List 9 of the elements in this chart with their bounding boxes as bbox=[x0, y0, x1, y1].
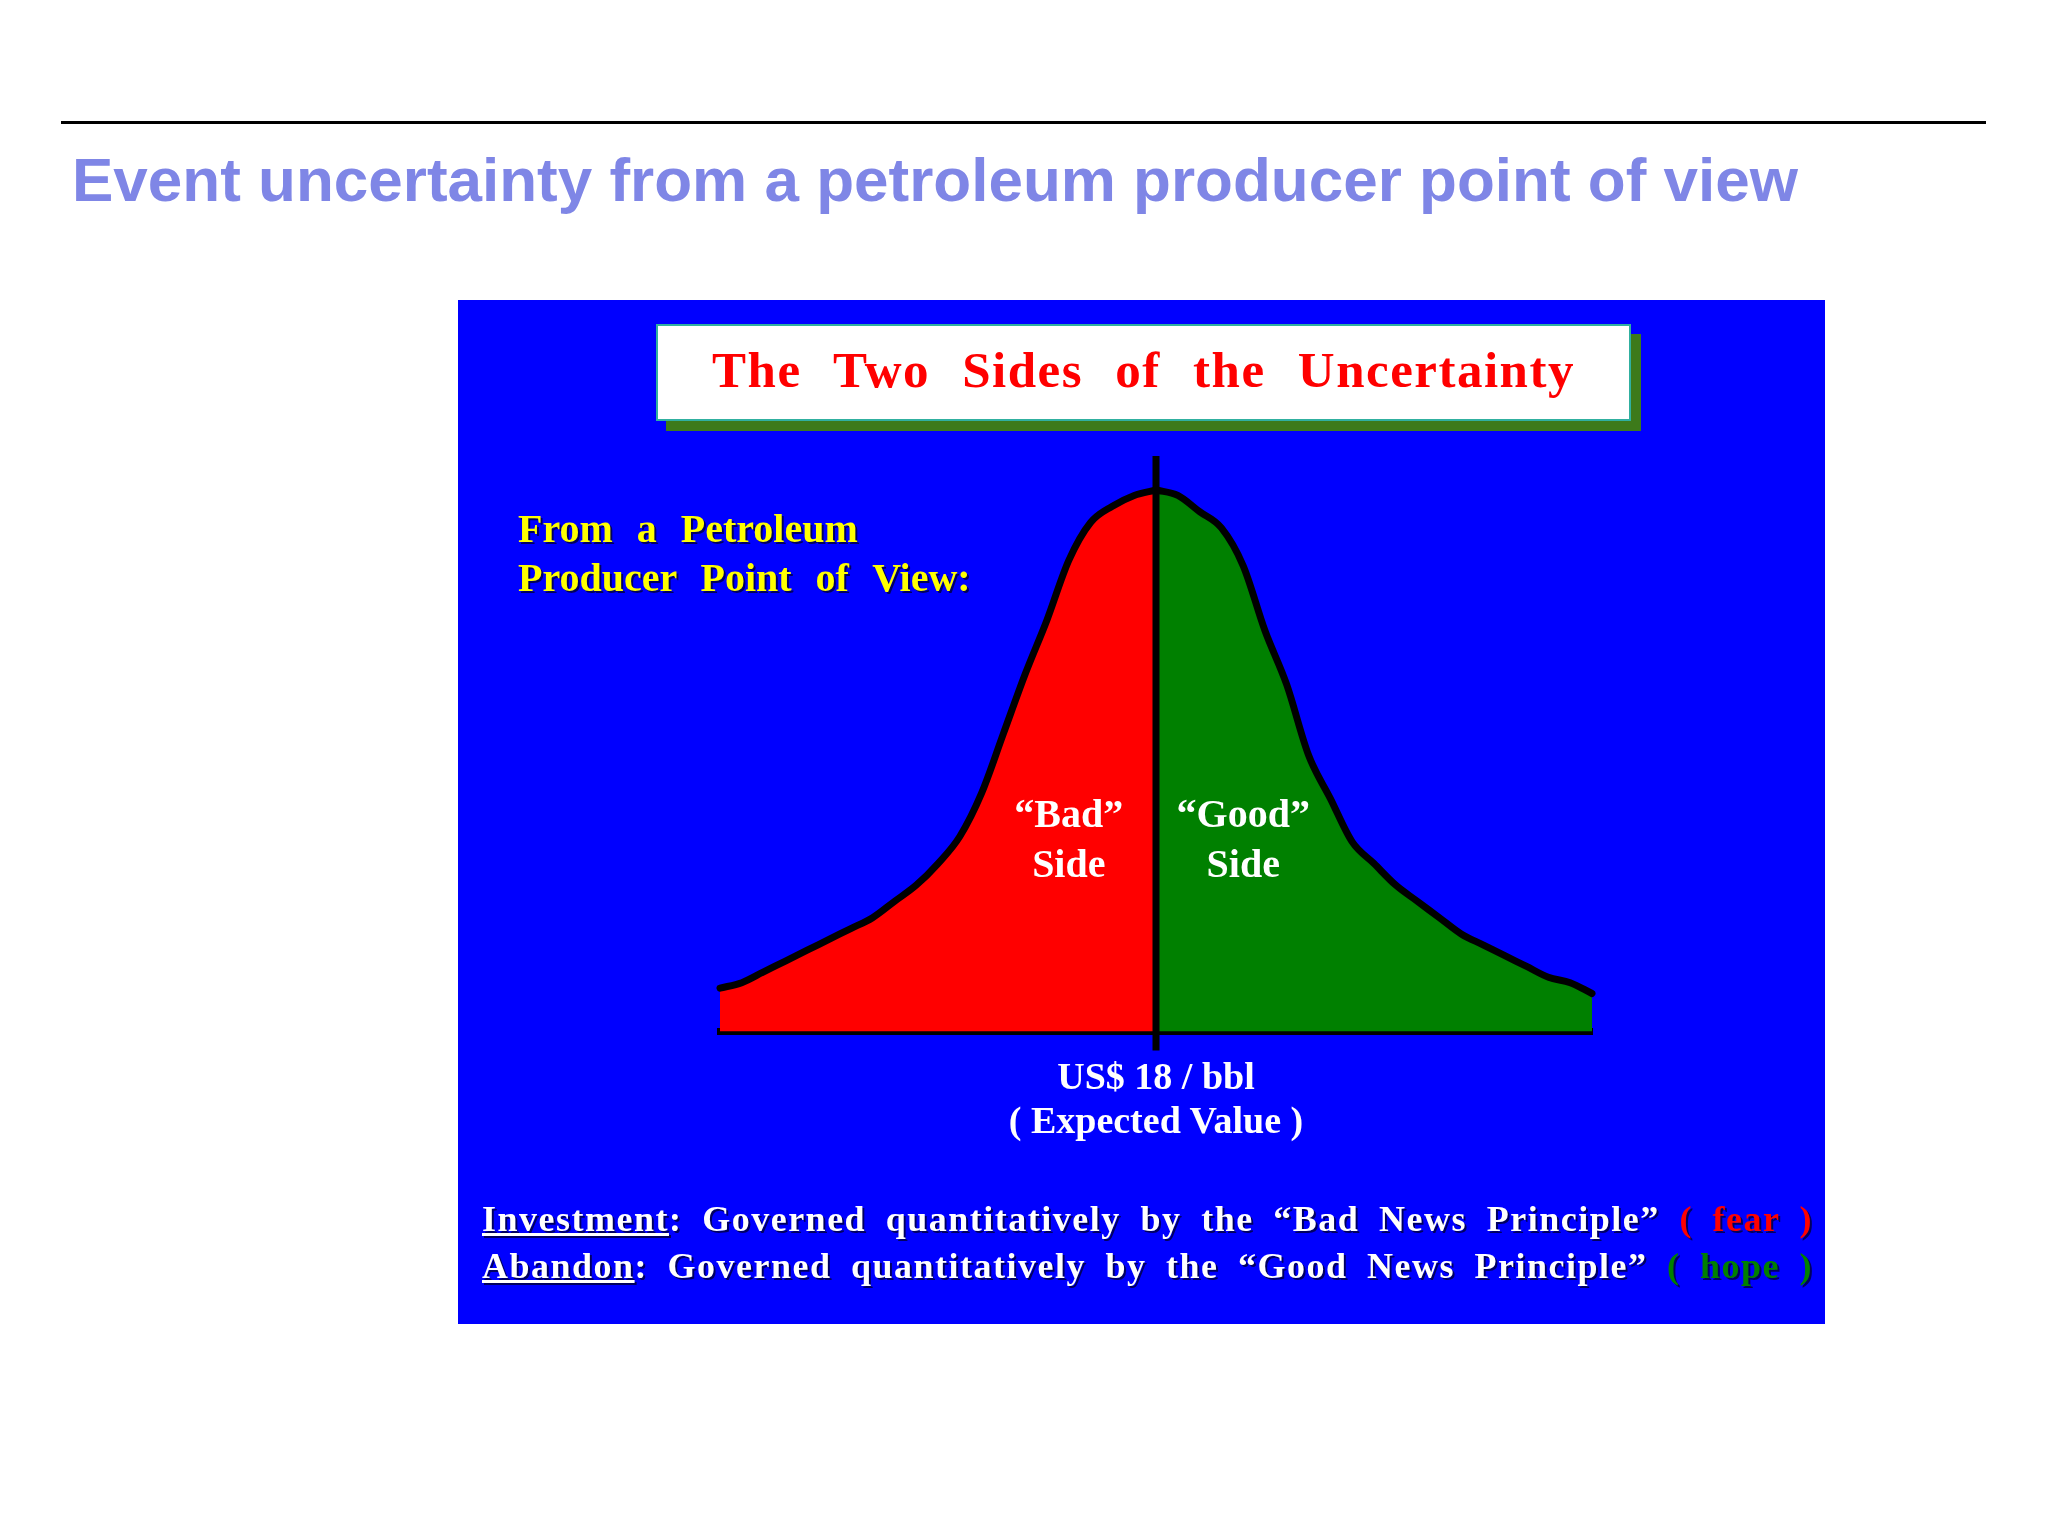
chart-title: Event uncertainty from a petroleum producer point of view bbox=[72, 145, 1798, 214]
chart-subtitle: The Two Sides of the Uncertainty bbox=[712, 340, 1575, 399]
text: US$ 18 / bbl bbox=[1057, 1055, 1255, 1098]
annotation: From a Petroleum Producer Point of View: bbox=[518, 505, 972, 602]
series-label: “Bad” Side bbox=[1014, 791, 1124, 887]
text: Abandon: Governed quantitatively by the “Good News Principle” ( hope ) bbox=[482, 1246, 1813, 1286]
series-label: “Good” Side bbox=[1176, 791, 1310, 887]
text: Investment: Governed quantitatively by the “Bad News Principle” ( fear ) bbox=[482, 1199, 1813, 1239]
x-axis-title: ( Expected Value ) bbox=[1008, 1099, 1304, 1143]
